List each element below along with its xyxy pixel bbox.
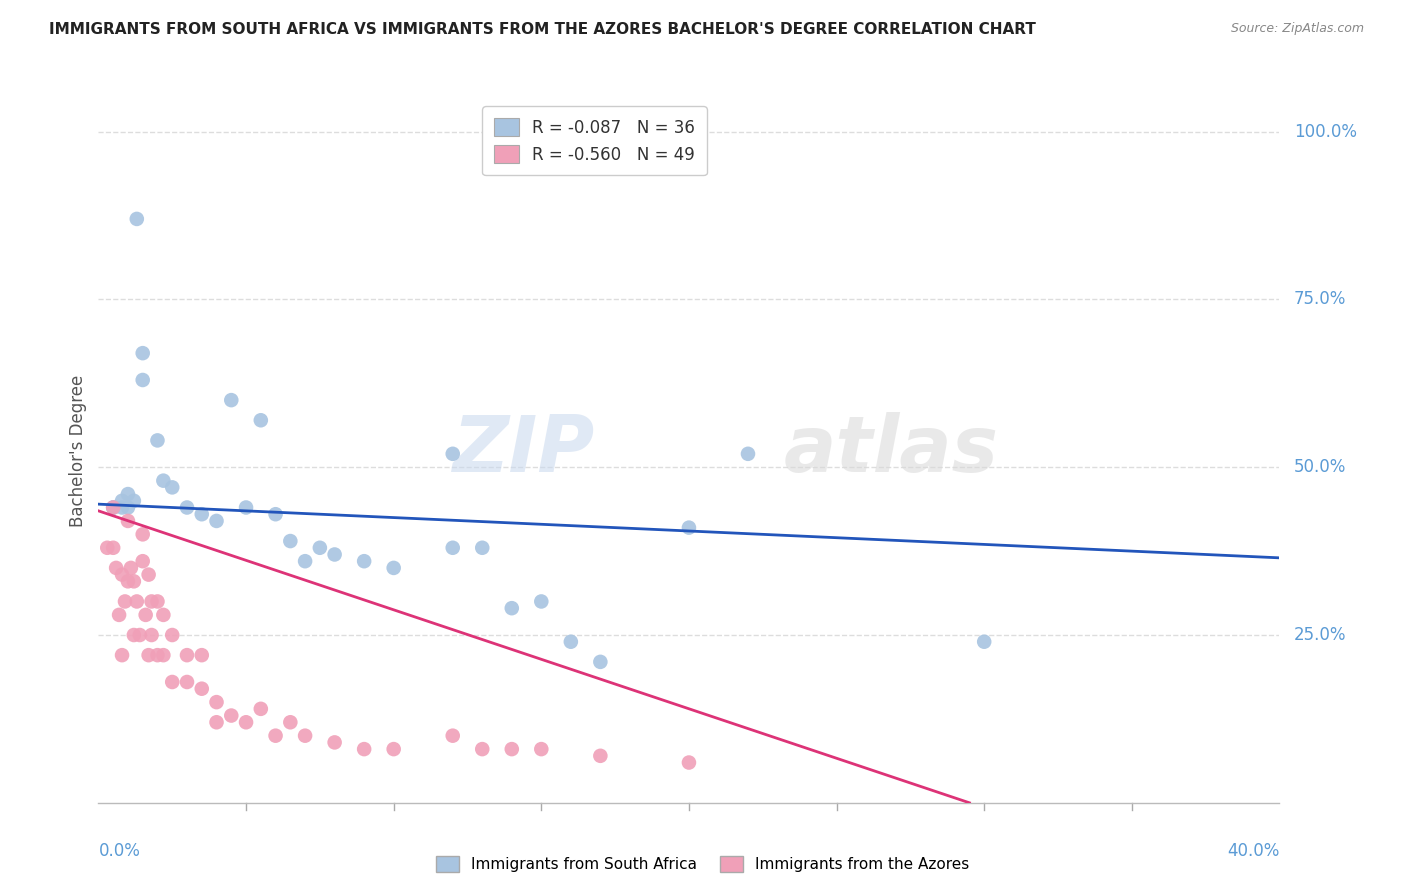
Point bbox=[138, 648, 160, 662]
Point bbox=[117, 500, 139, 515]
Text: atlas: atlas bbox=[783, 412, 998, 489]
Legend: Immigrants from South Africa, Immigrants from the Azores: Immigrants from South Africa, Immigrants… bbox=[429, 848, 977, 880]
Point bbox=[501, 742, 523, 756]
Point bbox=[141, 628, 163, 642]
Point bbox=[589, 655, 612, 669]
Point bbox=[235, 715, 257, 730]
Point bbox=[114, 594, 136, 608]
Point bbox=[117, 514, 139, 528]
Point bbox=[146, 434, 169, 448]
Point bbox=[132, 527, 155, 541]
Point bbox=[250, 702, 273, 716]
Point bbox=[205, 715, 228, 730]
Point bbox=[530, 594, 553, 608]
Point bbox=[96, 541, 118, 555]
Point bbox=[128, 628, 150, 642]
Point bbox=[353, 554, 375, 568]
Point bbox=[678, 521, 700, 535]
Point bbox=[141, 594, 163, 608]
Text: 50.0%: 50.0% bbox=[1294, 458, 1346, 476]
Point bbox=[191, 648, 214, 662]
Point bbox=[205, 695, 228, 709]
Point bbox=[382, 561, 405, 575]
Point bbox=[441, 447, 464, 461]
Point bbox=[108, 607, 131, 622]
Point bbox=[152, 474, 174, 488]
Point bbox=[111, 493, 134, 508]
Point bbox=[353, 742, 375, 756]
Point bbox=[103, 500, 125, 515]
Point bbox=[122, 574, 145, 589]
Point bbox=[125, 211, 148, 226]
Text: ZIP: ZIP bbox=[453, 412, 595, 489]
Point bbox=[737, 447, 759, 461]
Text: IMMIGRANTS FROM SOUTH AFRICA VS IMMIGRANTS FROM THE AZORES BACHELOR'S DEGREE COR: IMMIGRANTS FROM SOUTH AFRICA VS IMMIGRAN… bbox=[49, 22, 1036, 37]
Point bbox=[162, 480, 183, 494]
Text: 100.0%: 100.0% bbox=[1294, 123, 1357, 141]
Point bbox=[323, 735, 346, 749]
Point bbox=[176, 500, 198, 515]
Point bbox=[122, 493, 145, 508]
Point bbox=[589, 748, 612, 763]
Y-axis label: Bachelor's Degree: Bachelor's Degree bbox=[69, 375, 87, 526]
Point bbox=[250, 413, 273, 427]
Point bbox=[111, 567, 134, 582]
Point bbox=[294, 729, 316, 743]
Point bbox=[162, 675, 183, 690]
Text: 0.0%: 0.0% bbox=[98, 841, 141, 860]
Point bbox=[132, 346, 155, 360]
Point bbox=[132, 373, 155, 387]
Point bbox=[191, 681, 214, 696]
Point bbox=[264, 507, 287, 521]
Point bbox=[176, 675, 198, 690]
Point bbox=[309, 541, 332, 555]
Point bbox=[471, 541, 494, 555]
Point bbox=[235, 500, 257, 515]
Point bbox=[382, 742, 405, 756]
Point bbox=[323, 548, 346, 562]
Point bbox=[205, 514, 228, 528]
Point bbox=[221, 708, 243, 723]
Text: 40.0%: 40.0% bbox=[1227, 841, 1279, 860]
Point bbox=[122, 628, 145, 642]
Legend: R = -0.087   N = 36, R = -0.560   N = 49: R = -0.087 N = 36, R = -0.560 N = 49 bbox=[482, 106, 707, 176]
Point bbox=[162, 628, 183, 642]
Point bbox=[117, 574, 139, 589]
Point bbox=[120, 561, 142, 575]
Point bbox=[678, 756, 700, 770]
Point bbox=[501, 601, 523, 615]
Point bbox=[471, 742, 494, 756]
Point bbox=[221, 393, 243, 408]
Point bbox=[103, 541, 125, 555]
Point bbox=[103, 500, 125, 515]
Point bbox=[105, 561, 128, 575]
Point bbox=[117, 487, 139, 501]
Text: Source: ZipAtlas.com: Source: ZipAtlas.com bbox=[1230, 22, 1364, 36]
Point bbox=[135, 607, 157, 622]
Point bbox=[146, 648, 169, 662]
Point bbox=[138, 567, 160, 582]
Point bbox=[441, 541, 464, 555]
Point bbox=[264, 729, 287, 743]
Point bbox=[132, 554, 155, 568]
Point bbox=[191, 507, 214, 521]
Point bbox=[103, 500, 125, 515]
Point bbox=[560, 634, 582, 648]
Point bbox=[973, 634, 995, 648]
Point bbox=[111, 500, 134, 515]
Point bbox=[280, 715, 302, 730]
Point bbox=[152, 607, 174, 622]
Point bbox=[176, 648, 198, 662]
Point bbox=[146, 594, 169, 608]
Point bbox=[111, 648, 134, 662]
Point bbox=[530, 742, 553, 756]
Point bbox=[294, 554, 316, 568]
Point bbox=[441, 729, 464, 743]
Text: 75.0%: 75.0% bbox=[1294, 291, 1346, 309]
Point bbox=[125, 594, 148, 608]
Text: 25.0%: 25.0% bbox=[1294, 626, 1346, 644]
Point bbox=[280, 534, 302, 549]
Point bbox=[152, 648, 174, 662]
